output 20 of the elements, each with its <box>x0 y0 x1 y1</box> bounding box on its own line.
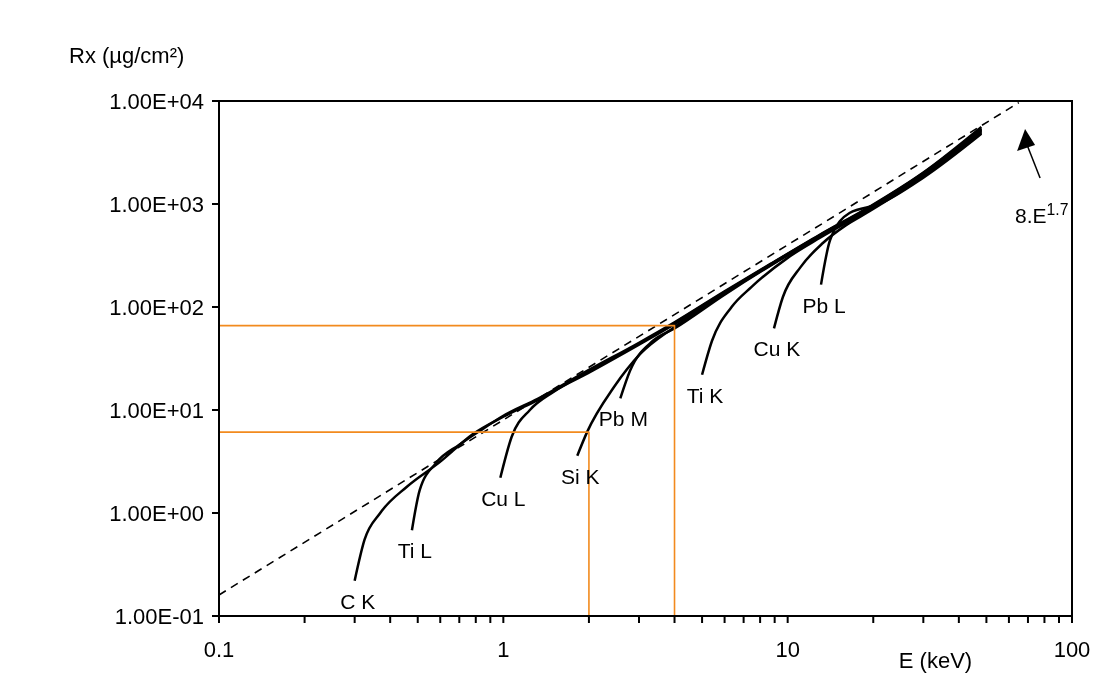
series-label: C K <box>340 589 376 613</box>
annotation: 8.E$^{1.7}$ <box>1015 200 1069 227</box>
y-tick-label: 1.00E-01 <box>114 603 204 629</box>
x-tick-label: 1 <box>497 636 510 662</box>
x-tick-label: 100 <box>1053 636 1091 662</box>
series-label: Ti K <box>686 383 724 407</box>
y-tick-label: 1.00E+00 <box>109 500 204 526</box>
y-tick-label: 1.00E+01 <box>109 397 204 423</box>
y-tick-label: 1.00E+03 <box>109 191 204 217</box>
x-tick-label: 0.1 <box>203 636 235 662</box>
y-axis-title: Rx (µg/cm²) <box>69 43 185 68</box>
series-label: Pb L <box>802 293 846 317</box>
x-axis-title: E (keV) <box>898 648 973 673</box>
series-label: Ti L <box>397 539 433 563</box>
series-label: Cu L <box>481 486 526 510</box>
series-label: Cu K <box>753 337 801 361</box>
x-tick-label: 10 <box>775 636 800 662</box>
y-tick-label: 1.00E+04 <box>109 88 204 114</box>
y-tick-label: 1.00E+02 <box>109 294 204 320</box>
series-label: Pb M <box>598 407 648 431</box>
